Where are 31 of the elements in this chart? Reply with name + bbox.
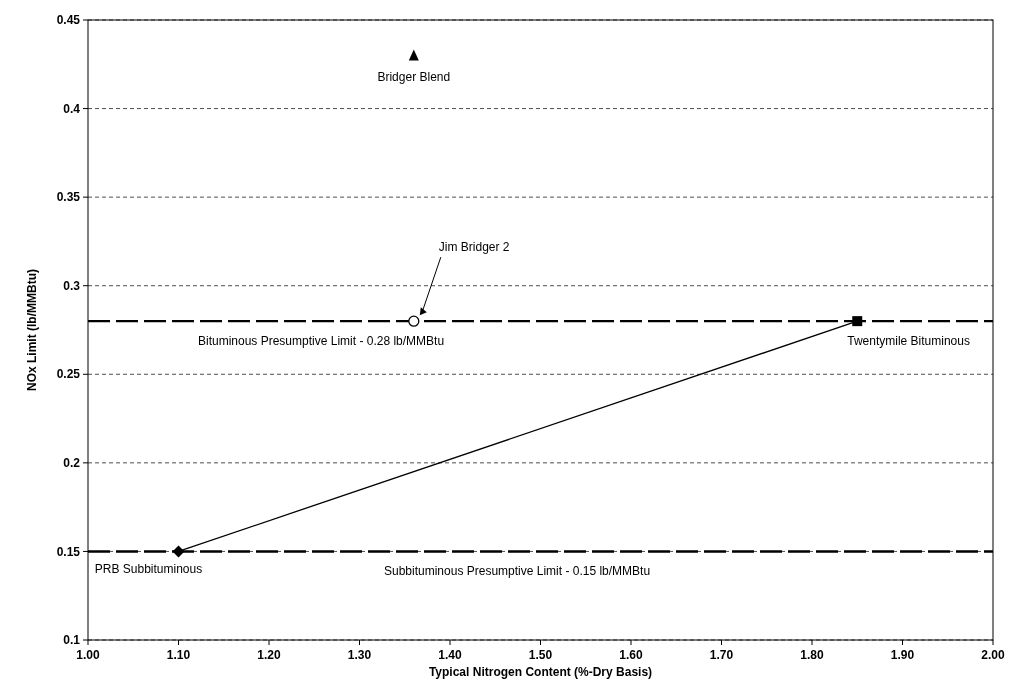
x-tick-label: 1.30: [347, 648, 372, 662]
series-label: Twentymile Bituminous: [847, 334, 970, 349]
y-tick-label: 0.35: [56, 190, 81, 205]
ref-line-label: Subbituminous Presumptive Limit - 0.15 lb/MMBtu: [384, 564, 651, 579]
series-label: Bridger Blend: [377, 70, 451, 85]
y-tick-label: 0.3: [63, 278, 81, 293]
y-tick-label: 0.15: [56, 544, 81, 559]
x-tick-label: 1.70: [709, 648, 734, 662]
point: [852, 316, 863, 327]
point: [172, 545, 185, 558]
x-tick-label: 1.50: [528, 648, 553, 662]
y-tick-label: 0.25: [56, 367, 81, 382]
y-tick-label: 0.4: [63, 101, 81, 116]
x-tick-label: 1.10: [166, 648, 191, 662]
x-tick-label: 2.00: [981, 648, 1005, 662]
y-tick-label: 0.2: [63, 456, 81, 471]
x-tick-label: 1.80: [800, 648, 824, 662]
y-tick-label: 0.1: [63, 633, 81, 648]
ref-line-label: Bituminous Presumptive Limit - 0.28 lb/MMBtu: [198, 334, 445, 349]
y-axis-title: NOx Limit (lb/MMBtu): [25, 269, 39, 391]
x-axis-title: Typical Nitrogen Content (%-Dry Basis): [428, 665, 653, 679]
x-tick-label: 1.20: [257, 648, 281, 662]
point: [408, 315, 420, 327]
x-tick-label: 1.90: [890, 648, 915, 662]
x-tick-label: 1.40: [438, 648, 462, 662]
series-label: PRB Subbituminous: [94, 562, 203, 577]
y-tick-label: 0.45: [56, 13, 81, 28]
point: [408, 49, 419, 61]
x-tick-label: 1.60: [619, 648, 643, 662]
text: Jim Bridger 2: [438, 240, 510, 255]
x-tick-label: 1.00: [76, 648, 100, 662]
